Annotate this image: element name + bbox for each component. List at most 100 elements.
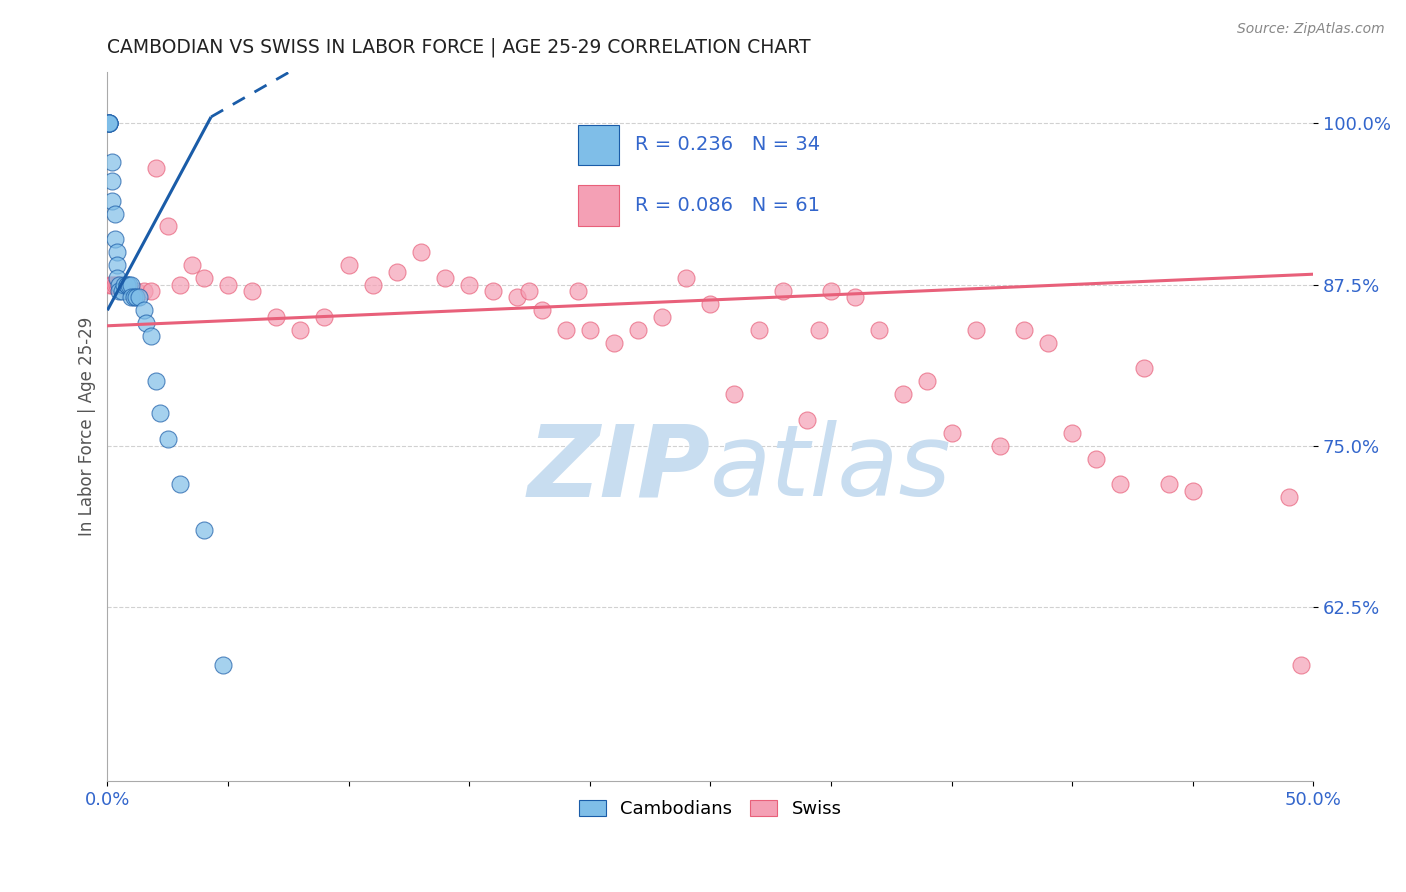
Point — [409, 245, 432, 260]
Point — [118, 277, 141, 292]
Point — [115, 277, 138, 292]
Point — [104, 206, 127, 220]
Point — [988, 439, 1011, 453]
Point — [290, 323, 312, 337]
Point — [578, 323, 600, 337]
Point — [108, 284, 131, 298]
Point — [98, 116, 121, 130]
Point — [98, 116, 121, 130]
Point — [361, 277, 384, 292]
Point — [193, 523, 215, 537]
Point — [98, 116, 121, 130]
Point — [965, 323, 987, 337]
Point — [156, 219, 179, 234]
Point — [1109, 477, 1132, 491]
Point — [105, 271, 128, 285]
Point — [132, 303, 155, 318]
Point — [101, 155, 124, 169]
Point — [314, 310, 336, 324]
Point — [240, 284, 263, 298]
Point — [122, 290, 145, 304]
Point — [193, 271, 215, 285]
Point — [125, 290, 148, 304]
Point — [1036, 335, 1059, 350]
Y-axis label: In Labor Force | Age 25-29: In Labor Force | Age 25-29 — [79, 317, 96, 536]
Point — [1085, 451, 1108, 466]
Point — [1278, 491, 1301, 505]
Point — [748, 323, 770, 337]
Point — [651, 310, 673, 324]
Point — [104, 277, 127, 292]
Point — [868, 323, 890, 337]
Point — [844, 290, 866, 304]
Point — [105, 245, 128, 260]
Point — [98, 116, 121, 130]
Point — [567, 284, 589, 298]
Point — [675, 271, 697, 285]
Point — [121, 277, 143, 292]
Point — [104, 232, 127, 246]
Point — [108, 277, 131, 292]
Point — [128, 290, 150, 304]
Point — [337, 258, 360, 272]
Point — [1157, 477, 1180, 491]
Point — [169, 277, 191, 292]
Point — [554, 323, 576, 337]
Point — [458, 277, 481, 292]
Point — [1133, 361, 1156, 376]
Point — [132, 284, 155, 298]
Point — [917, 374, 939, 388]
Point — [891, 387, 914, 401]
Point — [108, 277, 131, 292]
Text: atlas: atlas — [710, 420, 952, 517]
Text: CAMBODIAN VS SWISS IN LABOR FORCE | AGE 25-29 CORRELATION CHART: CAMBODIAN VS SWISS IN LABOR FORCE | AGE … — [107, 37, 811, 57]
Text: ZIP: ZIP — [527, 420, 710, 517]
Point — [506, 290, 529, 304]
Point — [807, 323, 830, 337]
Point — [169, 477, 191, 491]
Point — [1062, 425, 1084, 440]
Point — [145, 374, 167, 388]
Point — [121, 284, 143, 298]
Point — [1012, 323, 1035, 337]
Point — [101, 174, 124, 188]
Point — [434, 271, 457, 285]
Point — [772, 284, 794, 298]
Point — [101, 277, 124, 292]
Point — [1289, 657, 1312, 672]
Point — [111, 284, 134, 298]
Point — [105, 258, 128, 272]
Point — [820, 284, 842, 298]
Point — [101, 194, 124, 208]
Point — [627, 323, 650, 337]
Point — [180, 258, 202, 272]
Point — [603, 335, 626, 350]
Point — [149, 407, 172, 421]
Point — [105, 277, 128, 292]
Point — [125, 284, 148, 298]
Point — [135, 316, 157, 330]
Point — [112, 277, 135, 292]
Point — [212, 657, 235, 672]
Point — [139, 329, 162, 343]
Point — [723, 387, 745, 401]
Point — [941, 425, 963, 440]
Point — [139, 284, 162, 298]
Point — [115, 284, 138, 298]
Point — [98, 116, 121, 130]
Legend: Cambodians, Swiss: Cambodians, Swiss — [572, 792, 849, 825]
Point — [156, 432, 179, 446]
Point — [796, 413, 818, 427]
Point — [385, 265, 408, 279]
Point — [217, 277, 239, 292]
Point — [98, 277, 121, 292]
Point — [121, 290, 143, 304]
Point — [482, 284, 505, 298]
Point — [264, 310, 287, 324]
Point — [699, 297, 721, 311]
Text: Source: ZipAtlas.com: Source: ZipAtlas.com — [1237, 22, 1385, 37]
Point — [1181, 483, 1204, 498]
Point — [145, 161, 167, 176]
Point — [519, 284, 541, 298]
Point — [115, 277, 138, 292]
